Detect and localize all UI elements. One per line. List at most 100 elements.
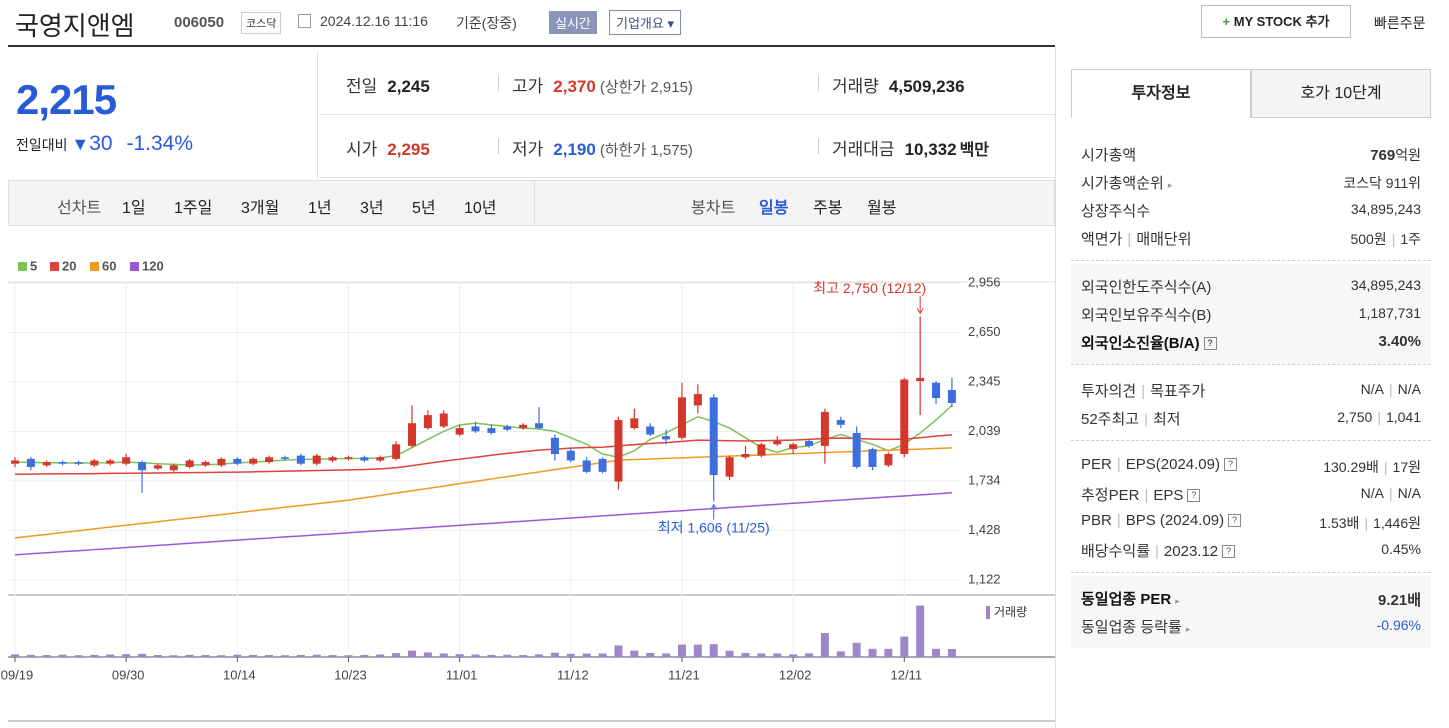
panel-tab[interactable]: 호가 10단계 [1251,69,1431,118]
value: 769 [1370,147,1396,164]
value: 1주 [1400,231,1421,247]
candle-body [805,441,813,446]
candle-body [328,457,337,461]
volume-bar [376,654,385,657]
legend-swatch [986,606,990,619]
help-icon[interactable]: ? [1222,545,1236,558]
label: 외국인보유주식수(B) [1081,307,1212,324]
volume-bar [185,654,194,657]
candle-body [773,441,782,445]
info-row: 52주최고 | 최저 2,750 | 1,041 [1071,404,1431,432]
volume-bar [42,655,51,657]
candle-body [265,457,274,463]
separator: | [1155,543,1159,560]
candle-body [947,390,956,403]
value: 17원 [1392,459,1421,475]
period-tab[interactable]: 일봉 [759,200,789,217]
info-label: 외국인소진율(B/A)? [1081,332,1217,353]
quick-order[interactable]: 빠른주문 [1374,15,1426,31]
period-tab[interactable]: 주봉 [813,200,843,217]
volume-bar [916,605,925,657]
candle-body [836,419,845,425]
legend-label: 20 [62,258,76,273]
period-tab[interactable]: 1년 [308,200,332,217]
tab-divider [534,181,535,225]
calendar-icon [298,14,311,28]
quote-label: 거래량 [832,77,879,96]
volume-bar [471,654,480,657]
candle-body [280,457,289,459]
separator: | [1364,515,1369,531]
value: 1,187,731 [1358,305,1421,321]
separator [498,75,499,91]
label: BPS (2024.09) [1125,512,1225,529]
period-tab[interactable]: 3개월 [241,200,280,217]
period-tab[interactable]: 1주일 [174,200,213,217]
chart-tabs: 선차트 1일 1주일 3개월 1년 3년 5년 10년 봉차트 일봉 주봉 월봉 [8,180,1055,226]
info-value: 9.21배 [1378,589,1421,610]
annotation-arrowhead [916,308,924,315]
y-tick-label: 1,428 [968,522,1001,537]
candle-body [709,397,718,476]
legend-label: 120 [142,258,164,273]
candle-body [550,437,559,454]
period-tab[interactable]: 월봉 [867,200,897,217]
volume-bar [233,654,242,657]
volume-bar [392,653,401,657]
panel-tab[interactable]: 투자정보 [1071,69,1251,118]
value: 코스닥 911위 [1343,175,1421,191]
value: 130.29배 [1323,459,1379,475]
separator: | [1391,231,1396,247]
change-label: 전일대비 [16,137,68,153]
period-tab[interactable]: 1일 [122,200,146,217]
overview-button[interactable]: 기업개요 ▾ [609,10,681,35]
volume-bar [423,652,432,657]
value: 500원 [1350,231,1387,247]
period-tab[interactable]: 10년 [464,200,497,217]
legend-swatch [50,262,59,271]
label: 최저 [1153,411,1181,428]
volume-bar [646,652,655,657]
candle-body [582,460,591,472]
period-tab[interactable]: 3년 [360,200,384,217]
candle-body [423,415,432,429]
separator: | [1116,456,1121,473]
candle-body [662,436,671,440]
volume-bar [296,654,305,657]
candle-body [58,462,67,464]
help-icon[interactable]: ? [1223,458,1237,471]
candle-body [169,465,178,471]
volume-bar [693,644,702,657]
plus-icon: + [1222,14,1234,29]
info-label: 시가총액 [1081,144,1136,165]
help-icon[interactable]: ? [1187,489,1201,502]
candle-chart-label: 봉차트 [691,200,736,217]
info-value: 130.29배 | 17원 [1323,457,1421,477]
status: 기준(장중) [456,15,517,31]
info-value: 2,750 | 1,041 [1337,409,1421,425]
period-tab[interactable]: 5년 [412,200,436,217]
value: N/A [1397,381,1421,397]
realtime-badge[interactable]: 실시간 [549,11,597,34]
volume-bar [598,653,607,657]
volume-bar [900,636,909,657]
help-icon[interactable]: ? [1228,514,1242,527]
separator: | [1141,383,1146,400]
quote-value: 2,295 [387,140,430,159]
help-icon[interactable]: ? [1203,337,1217,350]
arrow-icon: ▸ [1167,180,1173,190]
x-tick-label: 12/11 [890,667,922,682]
quote-label: 거래대금 [832,140,895,159]
value: N/A [1360,485,1385,501]
volume-bar [550,652,559,657]
mystock-button[interactable]: + MY STOCK 추가 [1201,5,1351,38]
info-label: 동일업종 PER ▸ [1081,588,1180,609]
volume-bar [535,654,544,657]
volume-bar [439,653,448,657]
quote-grid: 전일 2,245 고가 2,370 (상한가 2,915) 거래량 4,509,236 시가 2… [320,52,1055,178]
info-row: PER | EPS(2024.09)? 130.29배 | 17원 [1071,452,1431,480]
quote-label: 저가 [512,140,544,159]
label: EPS(2024.09) [1125,456,1220,473]
line-chart-label: 선차트 [57,200,102,217]
candle-body [852,432,861,467]
